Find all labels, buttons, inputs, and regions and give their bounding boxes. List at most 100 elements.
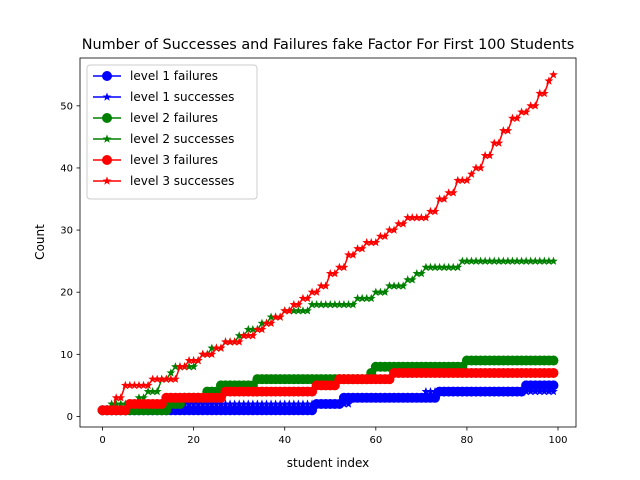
data-point xyxy=(330,300,340,309)
data-point xyxy=(111,399,121,408)
x-axis-ticks: 0 20 40 60 80 100 xyxy=(99,427,568,446)
legend: level 1 failures level 1 successes level 2… xyxy=(86,64,258,200)
data-point xyxy=(344,300,353,309)
data-point xyxy=(339,399,349,408)
data-point xyxy=(444,386,454,396)
data-point xyxy=(535,386,545,396)
data-point xyxy=(357,244,367,253)
data-point xyxy=(457,256,467,265)
data-point xyxy=(234,399,244,408)
data-point xyxy=(303,306,312,315)
data-point xyxy=(549,70,558,79)
data-point xyxy=(480,256,490,265)
data-point xyxy=(316,399,326,408)
data-point xyxy=(271,399,280,408)
data-point xyxy=(280,399,290,408)
legend-marker xyxy=(102,155,112,165)
data-point xyxy=(216,343,226,352)
data-point xyxy=(116,393,126,402)
data-point xyxy=(453,386,463,396)
data-point xyxy=(426,262,435,272)
data-point xyxy=(380,287,390,296)
data-point xyxy=(544,256,554,265)
data-point xyxy=(467,169,476,178)
data-point xyxy=(517,107,526,116)
data-point xyxy=(539,88,549,98)
data-point xyxy=(221,399,230,408)
data-point xyxy=(398,393,408,402)
data-point xyxy=(398,281,408,290)
data-point xyxy=(366,293,376,303)
data-point xyxy=(262,318,271,327)
data-point xyxy=(207,343,217,352)
data-point xyxy=(357,393,367,402)
data-point xyxy=(485,256,495,265)
data-point xyxy=(435,386,444,396)
data-point xyxy=(539,256,549,265)
data-point xyxy=(421,213,431,222)
data-point xyxy=(307,399,317,408)
data-point xyxy=(376,393,385,402)
data-point xyxy=(266,318,276,327)
data-point xyxy=(243,399,253,408)
legend-marker xyxy=(102,71,112,81)
data-point xyxy=(102,405,112,414)
data-point xyxy=(271,312,280,321)
data-point xyxy=(376,287,385,296)
x-tick-label: 60 xyxy=(369,435,382,446)
data-point xyxy=(116,399,126,408)
data-point xyxy=(230,399,239,408)
data-point xyxy=(184,362,194,371)
data-point xyxy=(544,386,554,396)
data-point xyxy=(253,399,262,408)
data-point xyxy=(512,256,522,265)
data-point xyxy=(403,275,413,284)
plot-area xyxy=(97,70,559,416)
data-point xyxy=(171,362,180,371)
data-point xyxy=(234,331,244,340)
data-point xyxy=(412,213,422,222)
data-point xyxy=(139,380,148,390)
data-point xyxy=(207,349,217,359)
data-point xyxy=(312,300,321,309)
x-tick-label: 40 xyxy=(278,435,291,446)
data-point xyxy=(371,287,381,296)
data-point xyxy=(234,337,244,346)
data-point xyxy=(166,374,176,383)
legend-marker xyxy=(102,134,112,143)
data-point xyxy=(257,324,267,334)
data-point xyxy=(212,399,221,408)
data-point xyxy=(526,101,536,110)
data-point xyxy=(435,194,444,203)
data-point xyxy=(444,262,454,272)
legend-label: level 2 successes xyxy=(130,132,234,146)
legend-entry-level-2-failures: level 2 failures xyxy=(93,111,218,125)
data-point xyxy=(521,256,531,265)
data-point xyxy=(385,281,394,290)
y-tick-label: 50 xyxy=(60,101,73,112)
data-point xyxy=(457,386,467,396)
data-point xyxy=(312,287,321,296)
data-point xyxy=(421,386,431,396)
data-point xyxy=(476,256,485,265)
data-point xyxy=(417,213,426,222)
data-point xyxy=(344,399,353,408)
data-point xyxy=(457,175,467,185)
data-point xyxy=(380,393,390,402)
data-point xyxy=(435,262,444,272)
y-axis-label: Count xyxy=(33,224,47,260)
data-point xyxy=(471,163,481,172)
data-point xyxy=(184,399,194,408)
data-point xyxy=(407,275,417,284)
data-point xyxy=(403,393,413,402)
data-point xyxy=(517,386,526,396)
data-point xyxy=(462,175,472,185)
data-point xyxy=(494,256,504,265)
data-point xyxy=(198,349,208,359)
data-point xyxy=(312,399,321,408)
data-point xyxy=(526,256,536,265)
data-point xyxy=(421,262,431,272)
data-point xyxy=(225,399,235,408)
data-point xyxy=(284,399,294,408)
data-point xyxy=(307,287,317,296)
